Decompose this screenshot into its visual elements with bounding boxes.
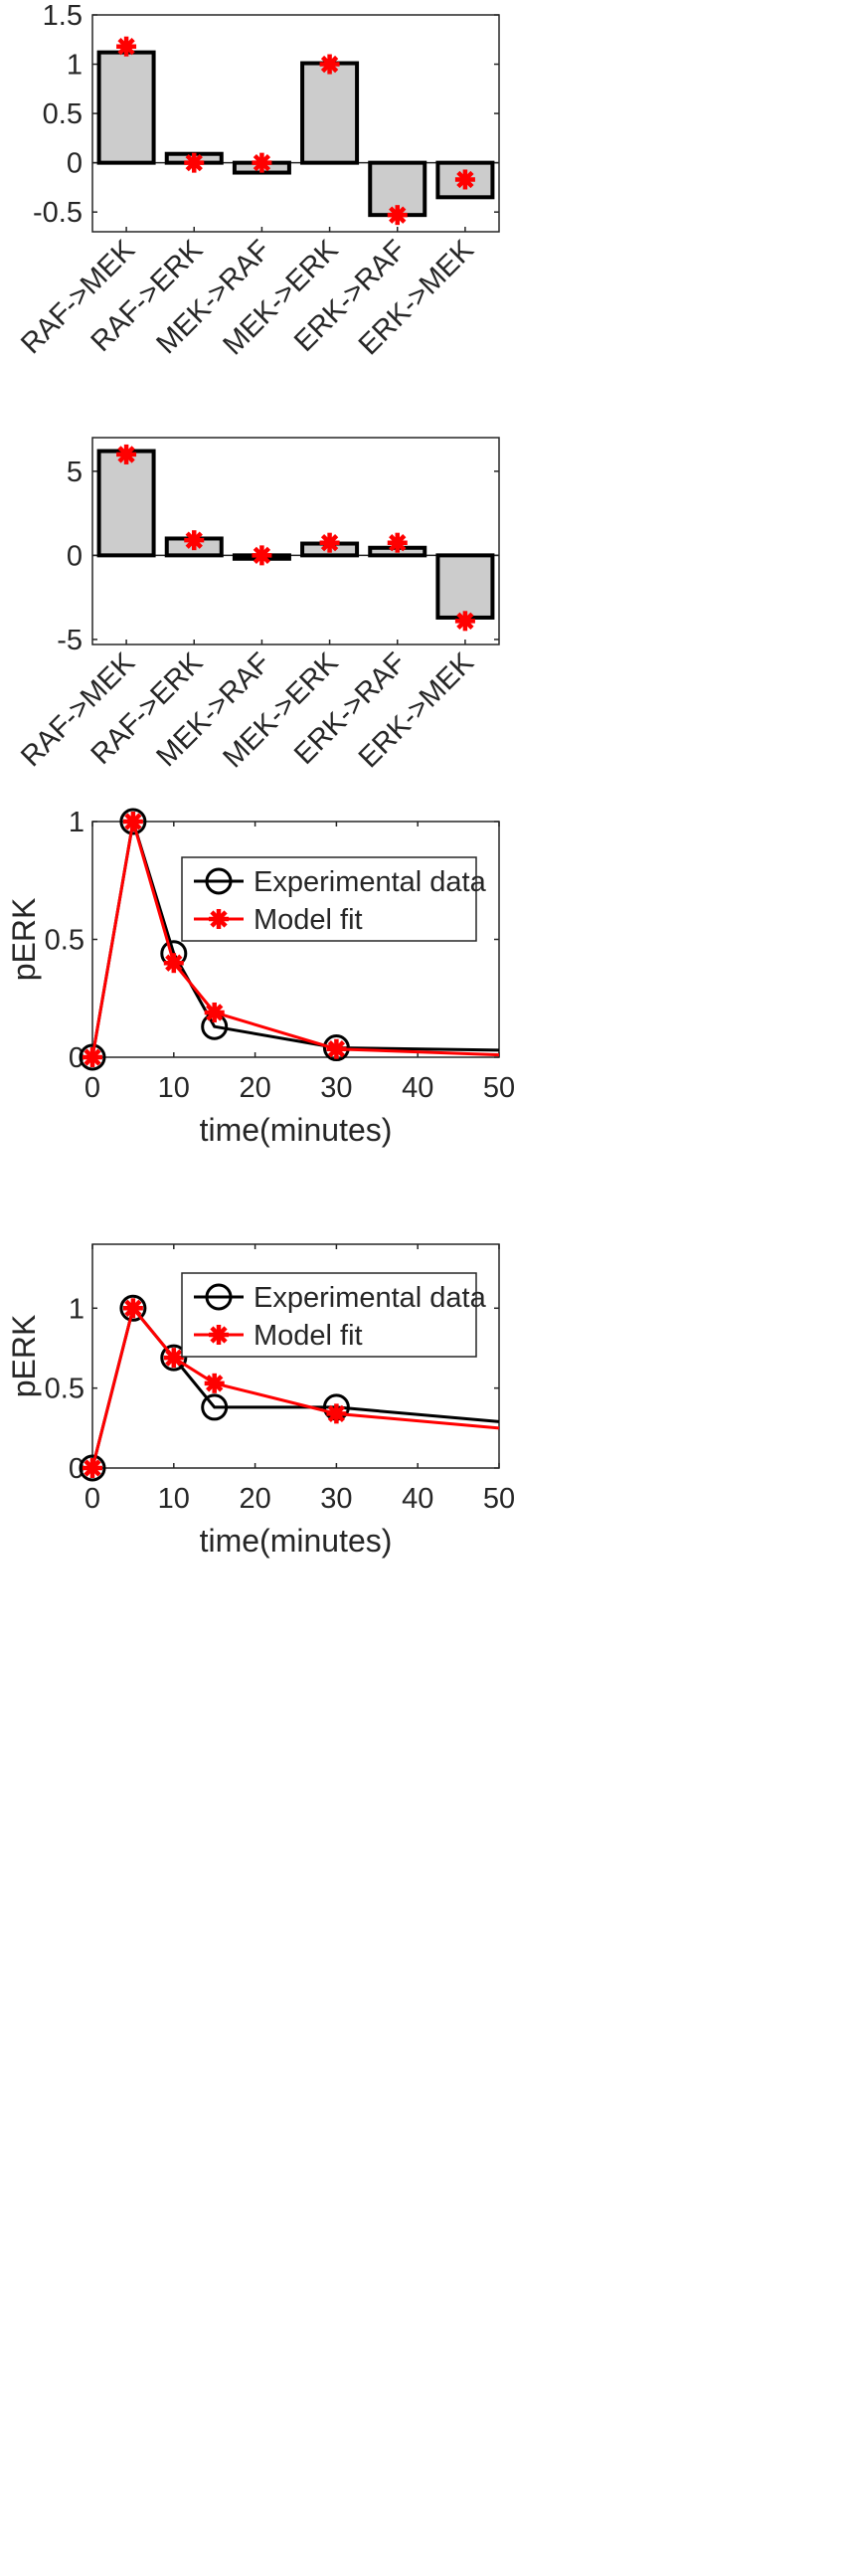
x-tick-label: 0 bbox=[85, 1072, 100, 1104]
model-marker bbox=[184, 152, 205, 173]
x-tick-label: 10 bbox=[158, 1483, 190, 1515]
model-fit-point bbox=[326, 1038, 347, 1059]
experimental-point bbox=[160, 1344, 188, 1372]
bar-chart-1: -0.500.511.5RAF->MEKRAF->ERKMEK->RAFMEK-… bbox=[15, 0, 500, 361]
y-tick-label: -5 bbox=[57, 625, 83, 656]
model-marker bbox=[387, 205, 408, 226]
legend: Experimental data Model fit bbox=[181, 856, 487, 942]
y-tick-label: 1 bbox=[69, 1293, 85, 1325]
legend-label: Experimental data bbox=[254, 866, 487, 898]
y-tick-label: 1 bbox=[69, 807, 85, 838]
y-tick-label: 1.5 bbox=[43, 0, 83, 32]
bar bbox=[435, 553, 495, 620]
bar bbox=[96, 50, 156, 165]
legend-label: Model fit bbox=[254, 904, 363, 936]
model-marker bbox=[116, 444, 137, 464]
model-marker bbox=[184, 530, 205, 551]
x-tick-label: 20 bbox=[239, 1483, 270, 1515]
experimental-point bbox=[322, 1034, 350, 1062]
legend-box bbox=[181, 1272, 477, 1358]
model-marker bbox=[454, 169, 475, 190]
x-tick-label: 40 bbox=[402, 1483, 433, 1515]
y-tick-label: 0.5 bbox=[45, 925, 85, 957]
model-fit-line bbox=[90, 821, 500, 1058]
bar-chart-2: -505RAF->MEKRAF->ERKMEK->RAFMEK->ERKERK-… bbox=[15, 437, 500, 774]
model-marker bbox=[252, 545, 272, 566]
y-tick-label: 0 bbox=[69, 1453, 85, 1485]
line-chart-1: 00.510 10 20 30 40 50time(minutes)pERKExperim… bbox=[6, 807, 515, 1148]
legend-circle-marker bbox=[205, 867, 233, 895]
y-tick-label: 5 bbox=[67, 457, 83, 488]
x-tick-label: 10 bbox=[158, 1072, 190, 1104]
model-fit-point bbox=[326, 1403, 347, 1424]
x-tick-label: 30 bbox=[320, 1072, 352, 1104]
model-marker bbox=[319, 532, 340, 553]
x-tick-label: 20 bbox=[239, 1072, 270, 1104]
x-axis-label: time(minutes) bbox=[200, 1523, 393, 1559]
model-marker bbox=[252, 152, 272, 173]
bar bbox=[300, 61, 360, 165]
model-fit-line bbox=[90, 1305, 500, 1469]
y-tick-label: 0.5 bbox=[43, 98, 83, 130]
x-tick-label: 50 bbox=[483, 1483, 515, 1515]
y-tick-label: 0 bbox=[69, 1042, 85, 1074]
legend-circle-marker bbox=[205, 1283, 233, 1311]
experimental-point bbox=[79, 1043, 106, 1071]
legend-asterisk-marker bbox=[209, 909, 229, 929]
model-fit-point bbox=[204, 1373, 225, 1393]
y-tick-label: 1 bbox=[67, 50, 83, 82]
legend-label: Model fit bbox=[254, 1320, 363, 1352]
experimental-point bbox=[79, 1454, 106, 1482]
model-marker bbox=[387, 532, 408, 553]
axes-box bbox=[91, 14, 500, 233]
experimental-point bbox=[119, 1294, 147, 1322]
axes-box bbox=[91, 1243, 500, 1469]
model-fit-point bbox=[122, 812, 143, 831]
y-axis-label: pERK bbox=[6, 898, 42, 982]
x-axis-label: time(minutes) bbox=[200, 1112, 393, 1148]
model-fit-point bbox=[163, 953, 184, 974]
y-tick-label: -0.5 bbox=[33, 197, 83, 229]
legend-box bbox=[181, 856, 477, 942]
line-chart-2: 00.510 10 20 30 40 50time(minutes)pERKExperim… bbox=[6, 1243, 515, 1559]
model-marker bbox=[454, 611, 475, 632]
x-tick-label: 30 bbox=[320, 1483, 352, 1515]
model-fit-point bbox=[83, 1458, 102, 1478]
legend-asterisk-marker bbox=[209, 1325, 229, 1345]
y-tick-label: 0.5 bbox=[45, 1374, 85, 1405]
experimental-point bbox=[201, 1393, 229, 1421]
x-tick-label: 0 bbox=[85, 1483, 100, 1515]
x-tick-label: 50 bbox=[483, 1072, 515, 1104]
model-fit-point bbox=[204, 1002, 225, 1022]
bar bbox=[435, 160, 495, 200]
model-fit-point bbox=[83, 1047, 102, 1067]
y-tick-label: 0 bbox=[67, 540, 83, 572]
legend-label: Experimental data bbox=[254, 1282, 487, 1314]
y-tick-label: 0 bbox=[67, 148, 83, 180]
bar bbox=[96, 449, 156, 558]
model-fit-point bbox=[163, 1348, 184, 1369]
model-marker bbox=[116, 36, 137, 57]
y-axis-label: pERK bbox=[6, 1315, 42, 1398]
axes-box bbox=[91, 437, 500, 645]
experimental-point bbox=[119, 808, 147, 835]
x-tick-label: 40 bbox=[402, 1072, 433, 1104]
model-fit-point bbox=[122, 1298, 143, 1319]
model-marker bbox=[319, 54, 340, 75]
legend: Experimental data Model fit bbox=[181, 1272, 487, 1358]
